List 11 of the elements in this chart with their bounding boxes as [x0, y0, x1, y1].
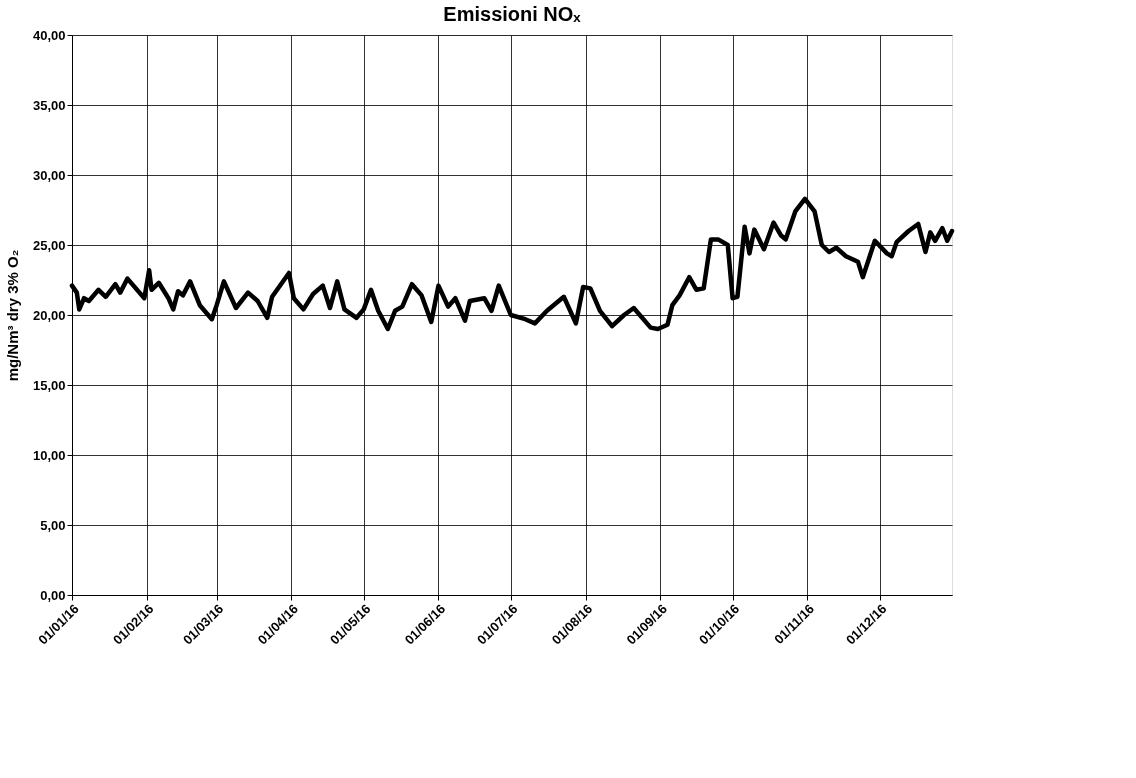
- chart-title: Emissioni NOₓ: [443, 3, 582, 25]
- y-tick-label: 40,00: [32, 27, 66, 43]
- y-tick-label: 10,00: [32, 447, 66, 463]
- y-tick-label: 0,00: [40, 587, 66, 603]
- y-tick-label: 15,00: [32, 377, 66, 393]
- y-tick-label: 5,00: [40, 517, 66, 533]
- y-tick-label: 30,00: [32, 167, 66, 183]
- y-tick-label: 25,00: [32, 237, 66, 253]
- y-tick-label: 35,00: [32, 97, 66, 113]
- y-axis-title: mg/Nm³ dry 3% O₂: [3, 249, 21, 382]
- y-tick-label: 20,00: [32, 307, 66, 323]
